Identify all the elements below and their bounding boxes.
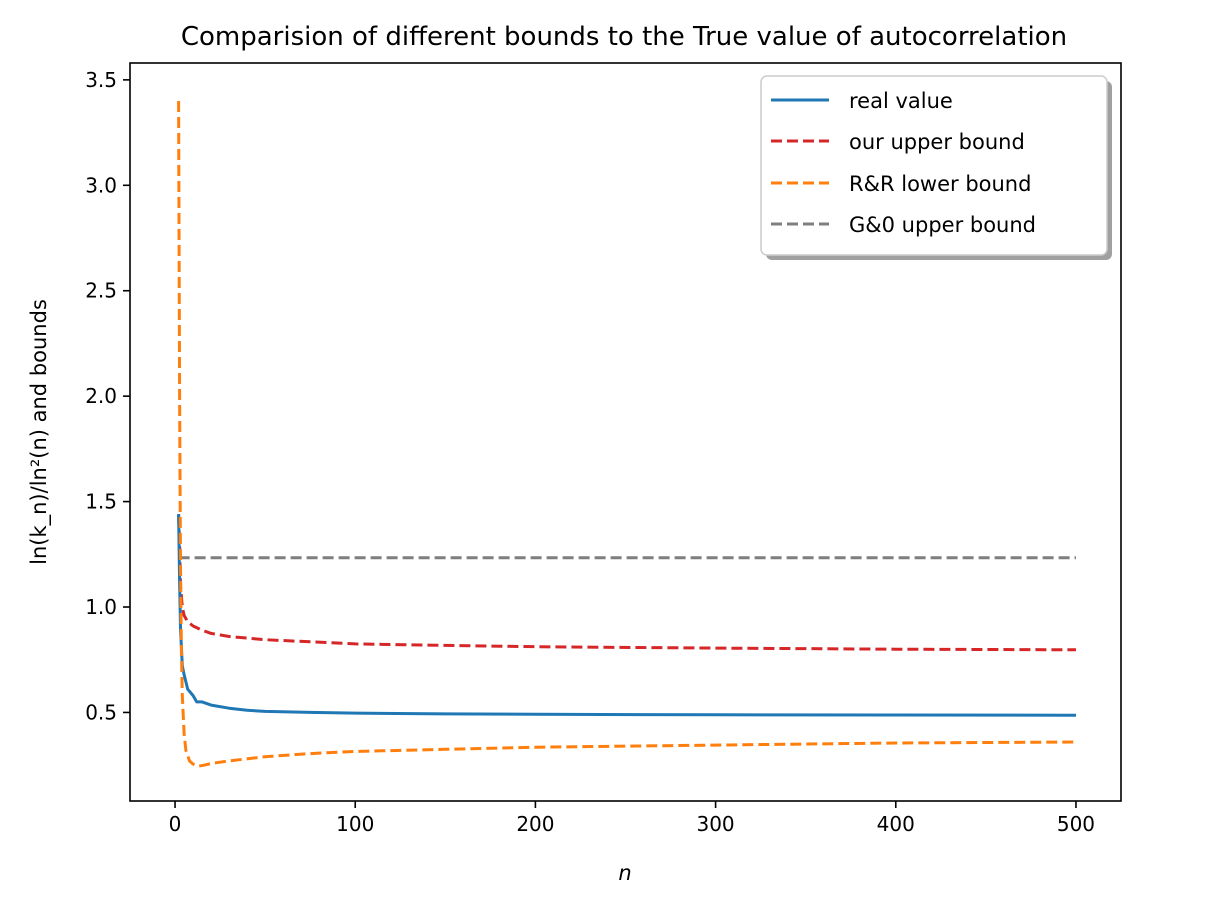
x-tick-label: 0 (169, 812, 182, 836)
series-line-our-upper-bound (177, 514, 1077, 652)
y-tick-label: 3.5 (85, 68, 117, 92)
axis-ticks: 0 100 200 300 400 500 0.5 1.0 1.5 2.0 2.5 3.0 3.5 (85, 68, 1095, 836)
legend-label-real-value: real value (849, 89, 953, 113)
x-tick-label: 300 (696, 812, 734, 836)
x-tick-label: 100 (336, 812, 374, 836)
y-tick-label: 0.5 (85, 700, 117, 724)
x-tick-label: 500 (1057, 812, 1095, 836)
y-axis-label: ln(k_n)/ln²(n) and bounds (27, 299, 52, 565)
legend-label-g0-upper-bound: G&0 upper bound (849, 213, 1036, 237)
y-tick-label: 2.5 (85, 279, 117, 303)
chart-title: Comparision of different bounds to the T… (181, 22, 1067, 52)
plot-frame (129, 62, 1122, 802)
y-tick-label: 1.5 (85, 490, 117, 514)
x-tick-label: 400 (877, 812, 915, 836)
y-tick-label: 2.0 (85, 384, 117, 408)
y-tick-label: 1.0 (85, 595, 117, 619)
x-tick-label: 200 (516, 812, 554, 836)
x-axis-label: n (618, 861, 631, 885)
legend-label-rr-lower-bound: R&R lower bound (849, 172, 1031, 196)
series-line-real-value (177, 514, 1077, 717)
plot-area (177, 100, 1077, 768)
series-line-r-r-lower-bound (177, 100, 1077, 768)
legend-box (760, 75, 1108, 256)
y-tick-label: 3.0 (85, 173, 117, 197)
legend-label-our-upper-bound: our upper bound (849, 130, 1025, 154)
legend: real value our upper bound R&R lower bou… (760, 75, 1112, 260)
